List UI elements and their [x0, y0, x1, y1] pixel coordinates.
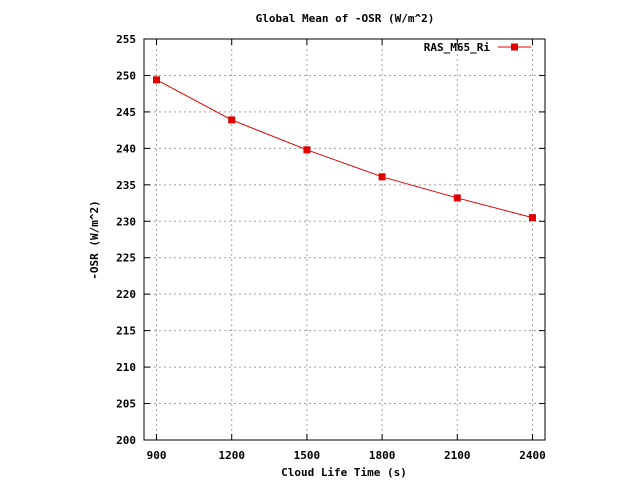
- grid-lines: [144, 38, 545, 441]
- y-tick-label: 245: [116, 106, 136, 119]
- y-tick-label: 230: [116, 215, 136, 228]
- data-point-marker: [453, 194, 461, 202]
- data-point-marker: [303, 146, 311, 154]
- x-tick-label: 1800: [369, 449, 396, 462]
- y-tick-label: 255: [116, 33, 136, 46]
- chart-title: Global Mean of -OSR (W/m^2): [256, 12, 435, 25]
- plot-series: [153, 76, 536, 222]
- data-point-marker: [528, 214, 536, 222]
- x-tick-label: 1500: [294, 449, 321, 462]
- data-point-marker: [378, 173, 386, 181]
- y-tick-label: 205: [116, 398, 136, 411]
- x-tick-label: 2100: [444, 449, 471, 462]
- y-tick-label: 210: [116, 361, 136, 374]
- x-tick-label: 2400: [519, 449, 546, 462]
- x-axis-label: Cloud Life Time (s): [281, 466, 407, 479]
- legend-marker-sample: [511, 43, 518, 51]
- data-point-marker: [153, 76, 161, 84]
- legend-label: RAS_M65_Ri: [424, 41, 491, 54]
- y-tick-label: 220: [116, 288, 136, 301]
- data-point-marker: [228, 116, 236, 124]
- y-tick-label: 225: [116, 252, 136, 265]
- plot-frame: [143, 38, 546, 441]
- x-tick-label: 1200: [218, 449, 245, 462]
- y-axis-label: -OSR (W/m^2): [88, 200, 101, 279]
- legend: RAS_M65_Ri: [424, 41, 531, 54]
- y-tick-label: 215: [116, 325, 136, 338]
- y-tick-label: 250: [116, 69, 136, 82]
- x-tick-label: 900: [147, 449, 167, 462]
- series-line: [156, 79, 533, 219]
- y-tick-label: 200: [116, 434, 136, 447]
- y-tick-label: 235: [116, 179, 136, 192]
- axes: 900 1200 1500 1800 2100 2400 200 205 210 215 220 22…: [116, 33, 546, 462]
- y-tick-label: 240: [116, 142, 136, 155]
